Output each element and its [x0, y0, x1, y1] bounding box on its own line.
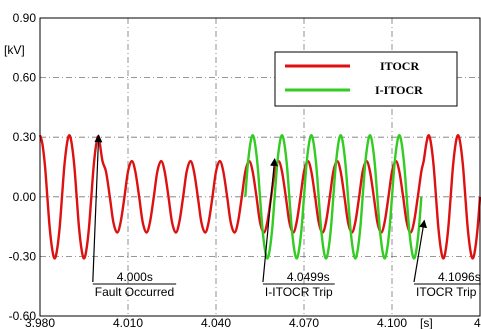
annotation-time: 4.1096s — [438, 270, 481, 284]
legend-label-itocr: ITOCR — [380, 59, 419, 73]
y-tick-label: 0.30 — [13, 130, 37, 144]
y-tick-label: 0.90 — [13, 11, 37, 25]
x-tick-label: 4.010 — [113, 316, 143, 329]
x-axis-label: [s] — [420, 316, 433, 329]
legend-box — [274, 51, 458, 107]
x-tick-label: 4.100 — [377, 316, 407, 329]
series-line-itocr — [38, 134, 481, 260]
y-tick-label: 0.60 — [13, 71, 37, 85]
series-line-i-itocr — [244, 134, 423, 260]
annotation-time: 4.0499s — [287, 270, 330, 284]
x-tick-label: 3.980 — [25, 316, 55, 329]
y-tick-label: 0.00 — [13, 190, 37, 204]
annotation-label: I-ITOCR Trip — [265, 285, 333, 299]
series-layer — [38, 134, 481, 260]
x-tick-label: 4.070 — [289, 316, 319, 329]
plot-frame — [39, 17, 481, 317]
y-axis-label: [kV] — [4, 43, 25, 57]
annotation-label: ITOCR Trip — [416, 285, 477, 299]
annotation-time: 4.000s — [117, 270, 153, 284]
annotation-arrow — [413, 219, 428, 283]
legend-label-i-itocr: I-ITOCR — [375, 83, 423, 97]
y-tick-labels: 0.90 0.60 0.30 0.00 -0.30 -0.60 — [9, 11, 37, 323]
x-tick-labels: 3.980 4.010 4.040 4.070 4.100 4.13 — [25, 316, 481, 329]
x-tick-label: 4.13 — [474, 316, 481, 329]
legend: ITOCR I-ITOCR — [274, 51, 458, 107]
y-tick-label: -0.30 — [9, 249, 37, 263]
x-tick-label: 4.040 — [201, 316, 231, 329]
y-tick-label: -0.60 — [9, 309, 37, 323]
annotation-arrow — [262, 158, 278, 283]
annotation-label: Fault Occurred — [95, 285, 174, 299]
annotation-arrow — [92, 134, 103, 283]
